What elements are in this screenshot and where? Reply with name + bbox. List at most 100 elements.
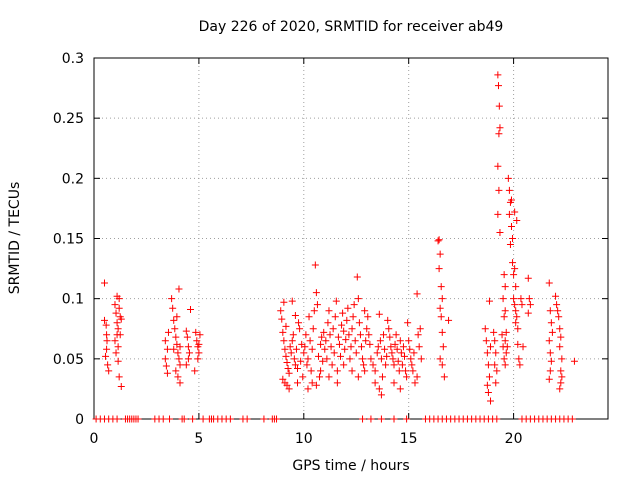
data-point (278, 315, 286, 323)
data-point (348, 325, 356, 333)
data-point (354, 373, 362, 381)
data-point (491, 337, 499, 345)
data-point (389, 355, 397, 363)
data-point (294, 364, 302, 372)
data-point (103, 345, 111, 353)
data-point (103, 337, 111, 345)
data-point (199, 415, 207, 423)
data-point (172, 367, 180, 375)
data-point (553, 301, 561, 309)
data-point (340, 327, 348, 335)
data-point (320, 328, 328, 336)
data-point (356, 331, 364, 339)
data-point (338, 321, 346, 329)
data-point (494, 210, 502, 218)
x-tick-label: 0 (90, 431, 99, 447)
data-point (279, 328, 287, 336)
data-point (114, 357, 122, 365)
data-point (316, 373, 324, 381)
data-point (371, 379, 379, 387)
data-point (362, 337, 370, 345)
data-point (492, 349, 500, 357)
data-point (515, 355, 523, 363)
data-point (287, 349, 295, 357)
data-point (166, 415, 174, 423)
data-point (349, 313, 357, 321)
data-point (279, 375, 287, 383)
data-point (403, 373, 411, 381)
data-point (335, 340, 343, 348)
data-point (309, 325, 317, 333)
data-point (507, 196, 515, 204)
data-point (180, 415, 188, 423)
data-point (280, 337, 288, 345)
data-point (516, 361, 524, 369)
data-point (511, 265, 519, 273)
data-point (434, 237, 442, 245)
data-point (175, 355, 183, 363)
x-tick-label: 20 (505, 431, 523, 447)
data-point (371, 367, 379, 375)
data-point (388, 349, 396, 357)
data-point (134, 415, 142, 423)
data-point (494, 71, 502, 79)
data-point (173, 313, 181, 321)
data-point (363, 325, 371, 333)
data-point (484, 361, 492, 369)
data-point (546, 349, 554, 357)
data-point (341, 345, 349, 353)
data-point (304, 355, 312, 363)
data-point (114, 343, 122, 351)
data-point (305, 313, 313, 321)
data-point (374, 343, 382, 351)
data-point (282, 352, 290, 360)
data-point (558, 373, 566, 381)
data-point (496, 124, 504, 132)
data-point (392, 331, 400, 339)
data-point (413, 373, 421, 381)
data-point (300, 349, 308, 357)
data-point (494, 162, 502, 170)
data-point (169, 304, 177, 312)
data-point (328, 361, 336, 369)
data-point (105, 367, 113, 375)
data-point (113, 319, 121, 327)
y-tick-label: 0 (75, 412, 84, 428)
data-point (396, 337, 404, 345)
data-point (191, 367, 199, 375)
data-point (308, 379, 316, 387)
data-point (174, 373, 182, 381)
data-point (340, 361, 348, 369)
y-tick-label: 0.2 (62, 171, 84, 187)
data-point (409, 367, 417, 375)
data-point (182, 327, 190, 335)
data-point (511, 301, 519, 309)
data-point (367, 415, 375, 423)
data-point (326, 331, 334, 339)
data-point (381, 345, 389, 353)
data-point (511, 208, 519, 216)
data-point (323, 355, 331, 363)
data-point (397, 349, 405, 357)
data-point (514, 340, 522, 348)
data-point (176, 343, 184, 351)
data-point (435, 236, 443, 244)
x-tick-label: 15 (400, 431, 418, 447)
data-point (301, 343, 309, 351)
data-point (495, 102, 503, 110)
data-point (557, 367, 565, 375)
data-point (417, 355, 425, 363)
data-point (498, 331, 506, 339)
data-point (297, 357, 305, 365)
data-point (369, 361, 377, 369)
data-point (568, 415, 576, 423)
data-point (399, 343, 407, 351)
axis-ticks: 0 0.05 0.1 0.15 0.2 0.25 0.3 0 5 10 15 20 (53, 51, 608, 447)
grid-lines (94, 58, 608, 419)
data-point (291, 312, 299, 320)
data-point (366, 340, 374, 348)
data-point (440, 373, 448, 381)
data-point (377, 415, 385, 423)
data-point (384, 316, 392, 324)
data-point (510, 295, 518, 303)
